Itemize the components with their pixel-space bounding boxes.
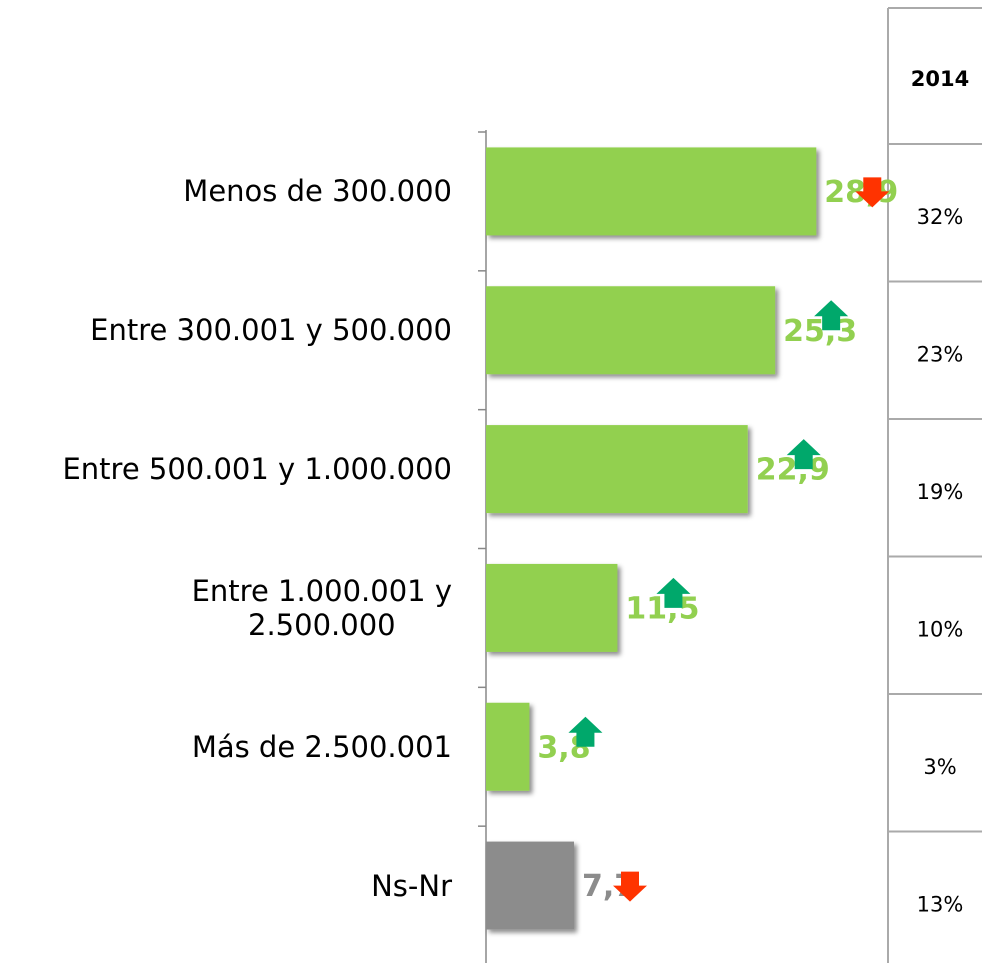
table-cell: 10% <box>917 618 964 642</box>
arrow-up <box>568 716 603 747</box>
table-cell: 13% <box>917 893 964 917</box>
category-label: Entre 1.000.001 y 2.500.000 <box>191 573 452 642</box>
category-label: Entre 300.001 y 500.000 <box>90 313 452 348</box>
table-header: 2014 <box>911 67 969 91</box>
bar <box>486 702 530 791</box>
value-label: 25,3 <box>783 314 857 349</box>
arrow-up <box>786 439 821 470</box>
value-label: 11,5 <box>625 591 699 626</box>
table-cell: 19% <box>917 480 964 504</box>
bar <box>486 841 574 930</box>
table-cell: 3% <box>923 755 956 779</box>
category-label: Entre 500.001 y 1.000.000 <box>62 452 452 487</box>
category-label: Menos de 300.000 <box>183 174 452 209</box>
bar <box>486 147 817 236</box>
arrow-down <box>613 871 647 902</box>
bar <box>486 563 618 652</box>
table-cell: 32% <box>917 205 964 229</box>
arrow-down <box>855 177 890 208</box>
category-label: Más de 2.500.001 <box>191 729 452 764</box>
bar <box>486 286 776 375</box>
arrow-up <box>656 577 691 608</box>
table-cell: 23% <box>917 343 964 367</box>
arrow-up <box>814 300 849 331</box>
value-label: 22,9 <box>756 453 830 488</box>
bar <box>486 425 748 514</box>
category-label: Ns-Nr <box>371 868 452 903</box>
